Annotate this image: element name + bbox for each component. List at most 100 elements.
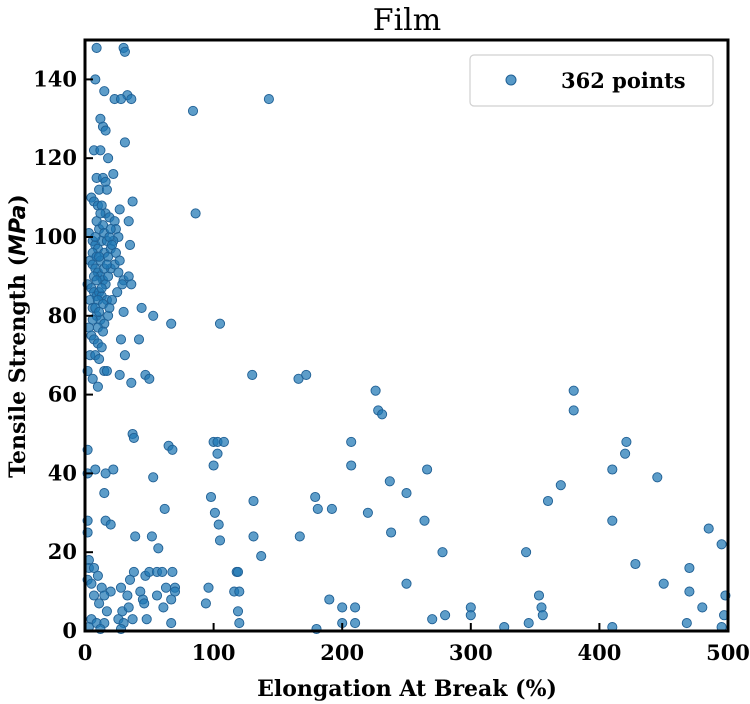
data-point — [105, 519, 116, 530]
data-point — [703, 523, 714, 534]
legend: 362 points — [469, 54, 714, 107]
legend-box — [469, 54, 714, 107]
y-tick-label: 0 — [62, 618, 77, 643]
data-point — [101, 259, 112, 270]
data-point — [350, 602, 361, 613]
data-point — [294, 531, 305, 542]
data-point — [86, 578, 97, 589]
data-point — [101, 184, 112, 195]
data-point — [118, 306, 129, 317]
data-point — [101, 365, 112, 377]
data-point — [190, 208, 201, 219]
data-point — [166, 618, 177, 629]
data-point — [521, 547, 532, 558]
data-point — [113, 267, 124, 278]
data-point — [440, 610, 451, 621]
data-point — [126, 377, 137, 388]
data-point — [346, 436, 357, 447]
data-point — [620, 448, 631, 459]
data-point — [114, 255, 125, 266]
data-point — [108, 168, 119, 180]
x-tick-label: 500 — [706, 640, 750, 665]
data-point — [115, 94, 127, 105]
data-point — [108, 464, 119, 475]
data-point — [127, 614, 138, 625]
data-point — [658, 578, 669, 589]
data-point — [218, 436, 229, 447]
data-point — [214, 535, 226, 546]
data-point — [209, 507, 220, 518]
data-point — [119, 137, 130, 148]
data-point — [248, 495, 259, 507]
data-point — [630, 558, 641, 570]
data-point — [384, 476, 395, 487]
data-point — [419, 515, 430, 526]
data-point — [122, 590, 133, 601]
data-point — [205, 491, 217, 503]
data-point — [234, 618, 245, 629]
data-point — [607, 464, 618, 475]
data-point — [200, 598, 211, 609]
data-point — [377, 409, 388, 420]
x-tick-label: 200 — [320, 640, 364, 665]
data-point — [127, 196, 138, 207]
legend-label: 362 points — [561, 68, 686, 93]
data-point — [232, 566, 244, 577]
data-point — [136, 302, 147, 313]
data-point — [119, 350, 130, 361]
x-axis-ticks: 0 100 200 300 400 500 — [78, 623, 750, 665]
data-point — [157, 566, 168, 577]
data-point — [115, 334, 127, 345]
data-point — [119, 46, 130, 57]
y-axis-label-main: Tensile Strength ( — [5, 256, 31, 478]
data-point — [94, 251, 105, 262]
data-point — [697, 602, 708, 613]
legend-marker — [505, 74, 517, 86]
data-point — [95, 145, 106, 156]
data-point — [88, 590, 100, 601]
y-axis-label: Tensile Strength (MPa) — [5, 194, 31, 478]
y-tick-label: 40 — [48, 460, 77, 485]
y-tick-label: 60 — [48, 382, 77, 407]
data-point — [97, 326, 109, 337]
data-point — [326, 503, 337, 514]
x-axis-label: Elongation At Break (%) — [257, 676, 557, 702]
data-point — [123, 216, 134, 227]
data-point — [716, 539, 727, 550]
data-point — [167, 444, 178, 455]
data-point — [533, 590, 545, 601]
data-point — [465, 610, 476, 621]
data-point — [523, 618, 534, 629]
y-axis-label-unit: MPa — [6, 205, 31, 256]
data-point — [96, 342, 107, 353]
data-point — [115, 582, 127, 593]
data-point — [130, 531, 141, 542]
data-point — [401, 488, 412, 499]
data-point — [401, 578, 412, 589]
data-point — [248, 531, 259, 542]
data-point — [370, 385, 381, 396]
data-point — [427, 614, 438, 625]
chart-title: Film — [373, 3, 441, 38]
data-point — [126, 94, 137, 105]
data-point — [437, 547, 448, 558]
data-point — [607, 515, 618, 526]
y-tick-label: 120 — [33, 145, 77, 170]
data-point — [104, 302, 115, 313]
data-point — [537, 610, 548, 621]
data-point — [166, 594, 177, 605]
data-point — [92, 381, 103, 392]
data-point — [146, 531, 157, 542]
y-tick-label: 140 — [33, 66, 77, 91]
data-point — [247, 369, 258, 380]
y-tick-label: 80 — [48, 303, 77, 328]
x-tick-label: 100 — [192, 640, 236, 665]
data-point — [158, 602, 169, 613]
data-point — [123, 602, 134, 613]
plot-frame — [83, 38, 730, 633]
data-point — [128, 566, 139, 577]
data-point — [568, 405, 579, 416]
data-point — [153, 543, 164, 554]
data-point — [133, 334, 145, 345]
data-point — [568, 385, 579, 396]
